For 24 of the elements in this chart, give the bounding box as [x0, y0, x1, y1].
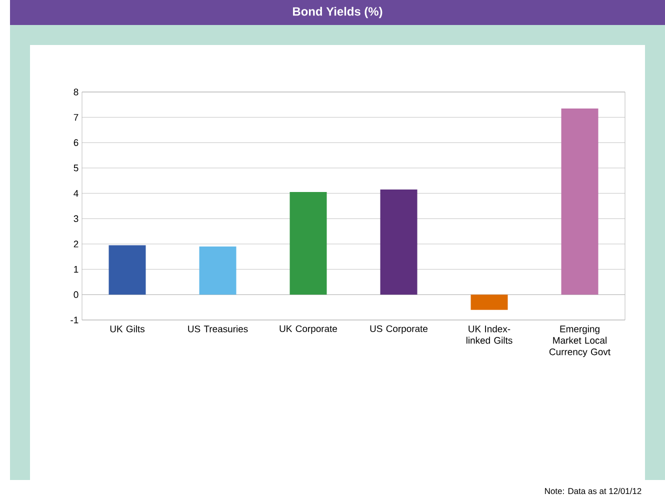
y-tick-label: 2 [74, 240, 78, 248]
x-tick-label: UK Corporate [280, 325, 338, 334]
y-tick-label: 7 [74, 114, 78, 121]
bar [561, 108, 598, 295]
y-tick-label: 4 [74, 190, 78, 197]
y-tick-label: 0 [74, 291, 78, 298]
bar [290, 192, 327, 295]
text: Note: Data as at 12/01/12 [545, 488, 642, 494]
y-tick-label: 6 [74, 139, 78, 146]
chart-title: Bond Yields (%) [293, 6, 382, 18]
x-tick-label: US Treasuries [188, 325, 248, 332]
y-tick-label: 5 [74, 164, 78, 172]
y-tick-label: 1 [74, 266, 78, 273]
bar [470, 294, 508, 310]
bar [380, 190, 418, 295]
y-tick-label: 8 [74, 88, 78, 96]
bar [108, 245, 146, 295]
x-tick-label: US Corporate [370, 325, 428, 334]
bar [199, 246, 236, 295]
x-tick-label: UK Index-linked Gilts [466, 325, 512, 344]
x-tick-label: UK Gilts [110, 325, 145, 332]
x-tick-label: Emerging Market Local Currency Govt [549, 325, 610, 358]
y-tick-label: -1 [70, 316, 78, 324]
y-tick-label: 3 [74, 215, 78, 222]
